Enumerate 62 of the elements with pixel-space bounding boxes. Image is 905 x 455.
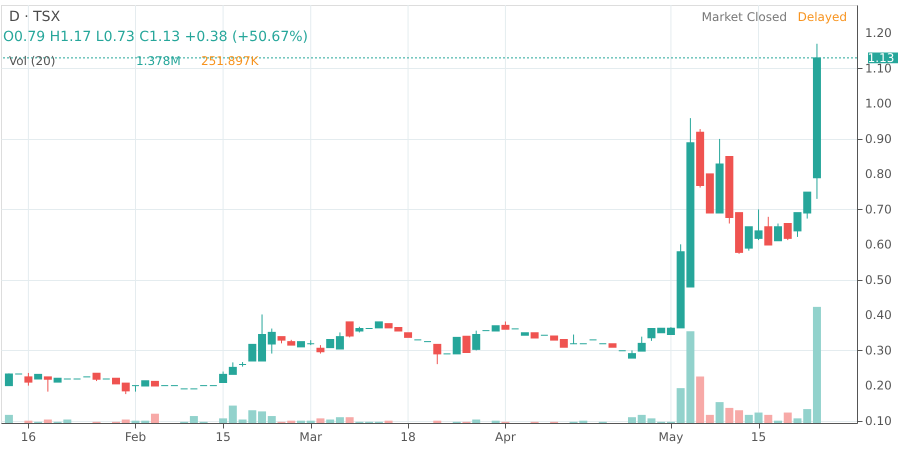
candlestick [472, 330, 480, 351]
bar [326, 420, 334, 423]
x-tick-label: Feb [124, 430, 146, 444]
candlestick [462, 336, 470, 354]
bar [716, 402, 724, 423]
annotation: 251.897K [201, 54, 260, 68]
y-tick-label: 0.50 [865, 272, 892, 287]
y-tick-label: 1.00 [865, 96, 892, 111]
candlestick [638, 336, 646, 352]
x-tick-label: 16 [20, 430, 36, 444]
x-tick-label: 15 [750, 430, 766, 444]
bar [268, 416, 276, 423]
bar [316, 418, 324, 423]
bar [150, 414, 159, 423]
candlestick [219, 371, 228, 383]
x-tick-label: 18 [400, 430, 416, 444]
bar [764, 414, 772, 423]
bar [706, 414, 714, 423]
candlestick [336, 332, 344, 350]
bar [219, 418, 228, 423]
y-tick-label: 0.10 [865, 414, 892, 428]
text: O0.79 H1.17 L0.73 C1.13 +0.38 (+50.67%) [3, 29, 308, 45]
bar [784, 412, 792, 423]
annotation: Delayed [798, 10, 847, 24]
annotation: Vol (20) [9, 54, 56, 68]
candlestick [131, 385, 140, 392]
bar [4, 414, 13, 423]
y-tick-label: 0.80 [865, 167, 892, 182]
candlestick [268, 328, 276, 354]
candlestick [228, 362, 237, 375]
bar [812, 306, 821, 423]
chart-title: D · TSX [9, 9, 61, 25]
annotation: 1.378M [136, 54, 181, 68]
candlestick [433, 344, 442, 365]
x-tick-label: May [658, 430, 684, 444]
candlestick [570, 334, 578, 344]
y-tick-label: 0.20 [865, 378, 892, 393]
y-tick-label: 0.90 [865, 132, 892, 146]
y-tick-label: 0.30 [865, 343, 892, 358]
candlestick [764, 216, 772, 246]
candlestick [24, 372, 32, 386]
bar [686, 331, 694, 423]
y-tick-label: 0.60 [865, 238, 892, 252]
y-tick-label: 0.40 [865, 308, 892, 322]
x-tick-label: Mar [299, 430, 322, 444]
annotation: Market Closed [702, 10, 787, 24]
y-tick-label: 1.20 [865, 26, 892, 40]
candlestick [452, 336, 461, 354]
bar [472, 420, 480, 423]
bar [44, 420, 52, 423]
candlestick [4, 372, 13, 386]
candlestick [774, 223, 782, 242]
bar [336, 417, 344, 423]
candlestick [346, 321, 354, 338]
y-tick-label: 0.70 [865, 202, 892, 216]
candlestick [44, 376, 52, 392]
x-tick-label: 15 [215, 430, 231, 444]
candlestick [784, 223, 792, 241]
bar [346, 417, 354, 423]
x-tick-label: Apr [495, 430, 516, 444]
bar [696, 376, 704, 423]
bar [63, 420, 72, 423]
